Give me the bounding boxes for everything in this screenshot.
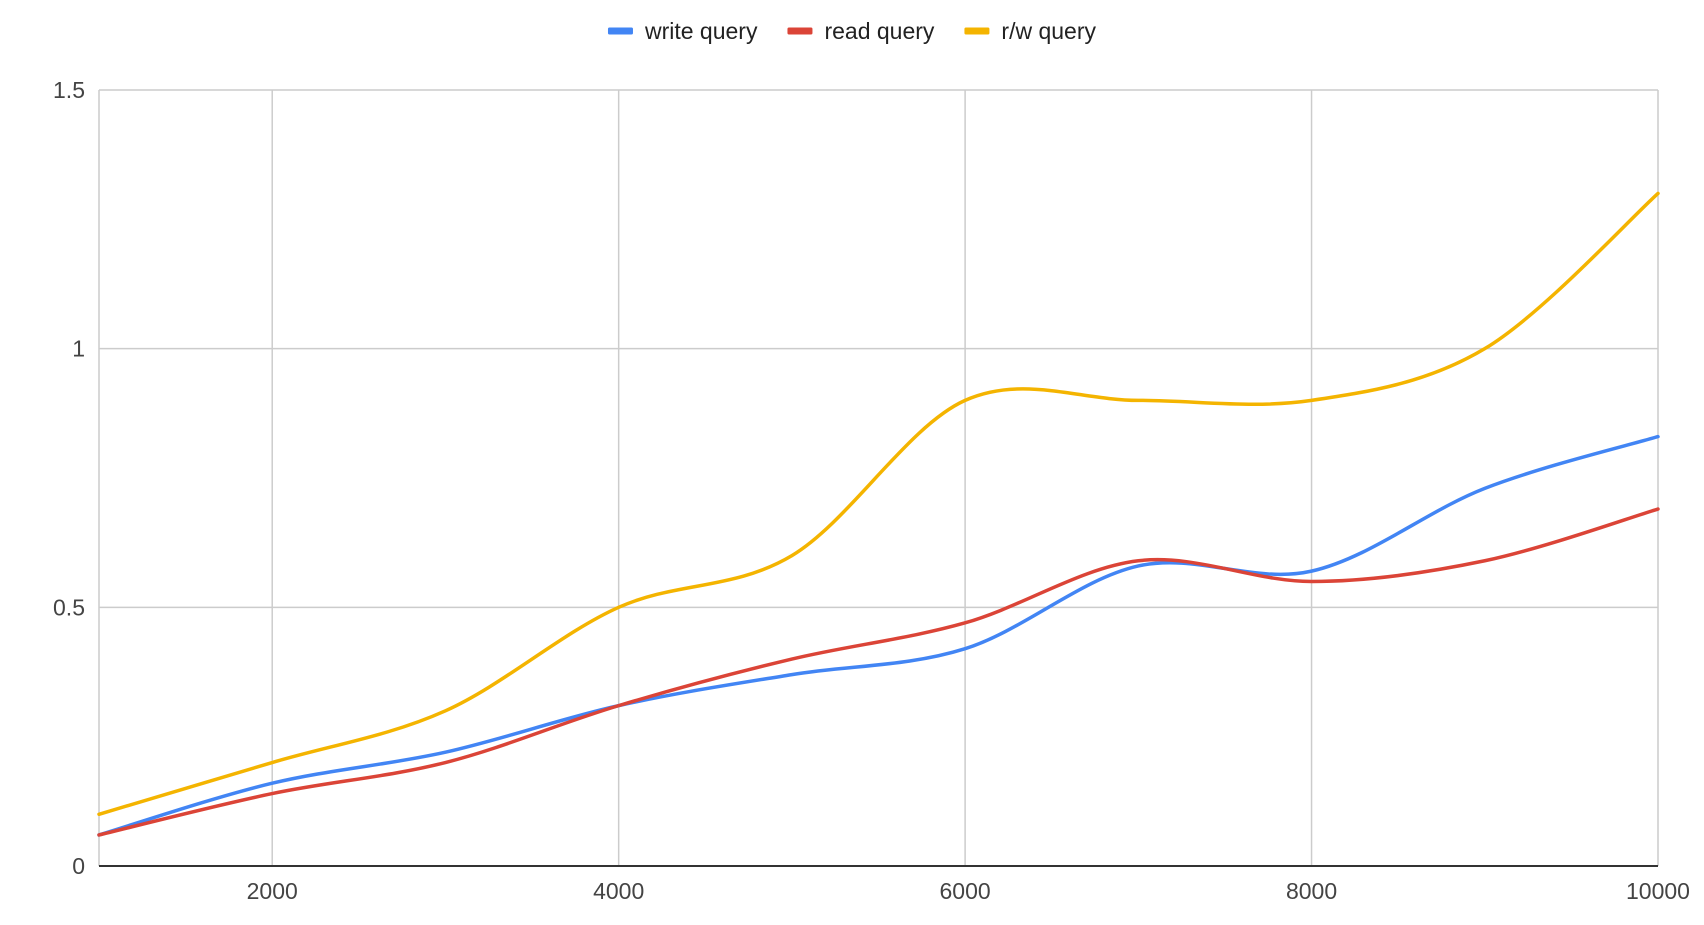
legend-item: read query bbox=[787, 18, 935, 44]
y-tick-label: 1.5 bbox=[53, 77, 85, 103]
series-lines bbox=[97, 191, 1660, 837]
legend-item: r/w query bbox=[964, 18, 1097, 44]
legend-label: write query bbox=[644, 18, 758, 44]
legend-swatch bbox=[787, 27, 813, 35]
x-tick-label: 4000 bbox=[593, 878, 644, 904]
y-tick-label: 1 bbox=[72, 336, 85, 362]
legend-item: write query bbox=[607, 18, 758, 44]
x-axis-ticks: 2000 4000 6000 8000 10000 bbox=[247, 878, 1690, 904]
y-axis-ticks: 0 0.5 1 1.5 bbox=[53, 77, 85, 879]
legend-swatch bbox=[607, 27, 633, 35]
legend: write query read query r/w query bbox=[607, 18, 1097, 44]
legend-label: r/w query bbox=[1001, 18, 1096, 44]
x-tick-label: 2000 bbox=[247, 878, 298, 904]
series-line-r-w-query bbox=[97, 191, 1660, 817]
series-line-write-query bbox=[97, 434, 1660, 837]
y-tick-label: 0 bbox=[72, 853, 85, 879]
series-line-read-query bbox=[97, 507, 1660, 837]
x-tick-label: 10000 bbox=[1626, 878, 1690, 904]
x-tick-label: 8000 bbox=[1286, 878, 1337, 904]
y-tick-label: 0.5 bbox=[53, 594, 85, 620]
legend-swatch bbox=[964, 27, 990, 35]
x-tick-label: 6000 bbox=[940, 878, 991, 904]
grid bbox=[98, 89, 1659, 866]
legend-label: read query bbox=[824, 18, 934, 44]
